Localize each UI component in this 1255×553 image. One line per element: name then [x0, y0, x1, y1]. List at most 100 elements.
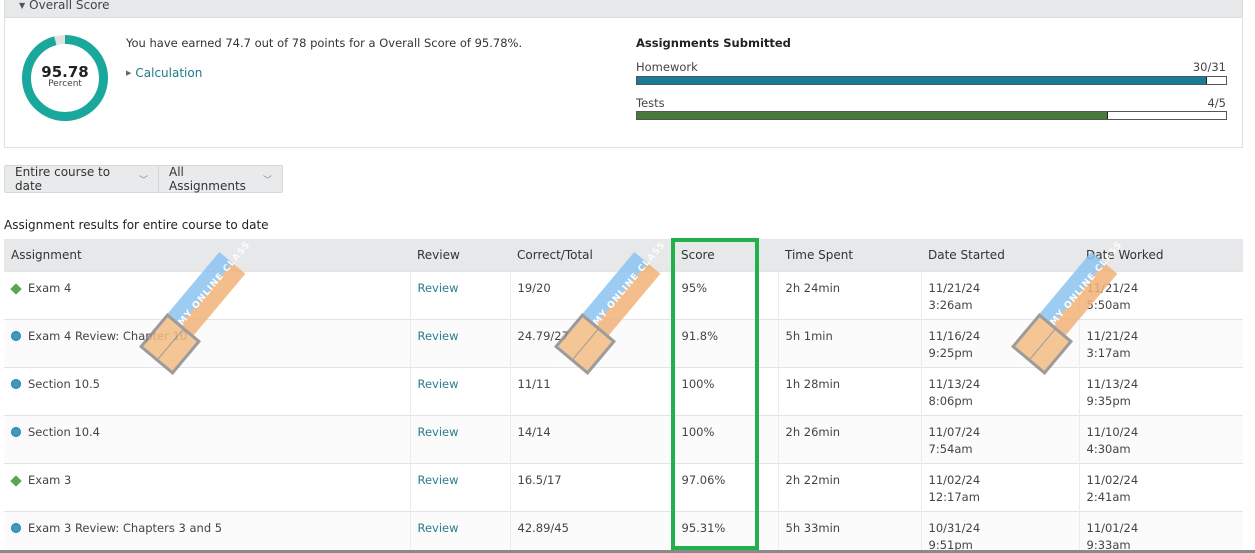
results-caption: Assignment results for entire course to … — [4, 218, 269, 232]
overall-score-header[interactable]: ▼ Overall Score — [4, 0, 1243, 18]
date-started-time: 12:17am — [928, 489, 980, 504]
date-worked-cell: 11/21/24 5:50am — [1078, 270, 1243, 319]
score-cell: 100% — [673, 366, 778, 415]
review-link[interactable]: Review — [417, 280, 459, 295]
date-started-cell: 10/31/24 9:51pm — [920, 510, 1079, 553]
date-started-date: 11/02/24 — [928, 472, 981, 487]
homework-circle-icon — [11, 330, 21, 341]
table-row: Section 10.4 Review 14/14 100% 2h 26min … — [4, 414, 1243, 463]
earned-points-text: You have earned 74.7 out of 78 points fo… — [126, 36, 523, 50]
column-header-review[interactable]: Review — [410, 239, 510, 271]
assignment-cell[interactable]: Exam 4 — [4, 270, 410, 319]
date-started-cell: 11/21/24 3:26am — [920, 270, 1079, 319]
assignment-name: Exam 4 Review: Chapter 10 — [28, 328, 188, 343]
assignment-cell[interactable]: Section 10.5 — [4, 366, 410, 415]
assignment-cell[interactable]: Section 10.4 — [4, 414, 410, 463]
date-range-value: Entire course to date — [15, 165, 111, 193]
table-row: Exam 3 Review: Chapters 3 and 5 Review 4… — [4, 510, 1243, 553]
overall-score-panel: 95.78 Percent You have earned 74.7 out o… — [4, 18, 1243, 148]
homework-circle-icon — [11, 426, 21, 437]
date-worked-time: 3:17am — [1086, 345, 1131, 360]
assignment-name: Exam 4 — [28, 280, 72, 295]
tests-progress-bar — [636, 111, 1227, 120]
date-started-time: 3:26am — [928, 297, 973, 312]
date-worked-cell: 11/01/24 9:33am — [1078, 510, 1243, 553]
date-started-cell: 11/02/24 12:17am — [920, 462, 1079, 511]
table-row: Exam 4 Review 19/20 95% 2h 24min 11/21/2… — [4, 270, 1243, 319]
date-started-time: 9:25pm — [928, 345, 973, 360]
date-started-date: 11/21/24 — [928, 280, 981, 295]
review-link[interactable]: Review — [417, 520, 459, 535]
date-worked-time: 5:50am — [1086, 297, 1131, 312]
assignment-type-value: All Assignments — [169, 165, 246, 193]
date-worked-cell: 11/02/24 2:41am — [1078, 462, 1243, 511]
assignment-cell[interactable]: Exam 3 — [4, 462, 410, 511]
column-header-date-worked[interactable]: Date Worked — [1079, 239, 1243, 271]
column-header-assignment[interactable]: Assignment — [4, 239, 410, 271]
score-cell: 95% — [673, 270, 778, 319]
assignment-cell[interactable]: Exam 4 Review: Chapter 10 — [4, 318, 410, 367]
time-spent-cell: 1h 28min — [777, 366, 921, 415]
time-spent-cell: 2h 26min — [777, 414, 921, 463]
date-started-date: 11/16/24 — [928, 328, 981, 343]
date-started-cell: 11/16/24 9:25pm — [920, 318, 1079, 367]
column-header-date-started[interactable]: Date Started — [921, 239, 1079, 271]
date-range-select[interactable]: Entire course to date ﹀ — [5, 165, 158, 193]
date-started-cell: 11/13/24 8:06pm — [920, 366, 1079, 415]
date-worked-time: 9:33am — [1086, 537, 1131, 552]
date-worked-date: 11/21/24 — [1086, 328, 1139, 343]
date-worked-time: 4:30am — [1086, 441, 1131, 456]
score-unit: Percent — [48, 79, 82, 89]
time-spent-cell: 5h 1min — [777, 318, 921, 367]
score-value: 95.78 — [41, 63, 89, 81]
date-worked-date: 11/13/24 — [1086, 376, 1139, 391]
date-started-cell: 11/07/24 7:54am — [920, 414, 1079, 463]
tests-label: Tests — [636, 96, 665, 110]
date-worked-date: 11/02/24 — [1086, 472, 1139, 487]
tests-count: 4/5 — [1207, 96, 1226, 110]
table-header-row: Assignment Review Correct/Total Score Ti… — [4, 239, 1243, 271]
column-header-correct-total[interactable]: Correct/Total — [510, 239, 674, 271]
correct-total-cell: 42.89/45 — [509, 510, 674, 553]
date-worked-time: 9:35pm — [1086, 393, 1131, 408]
homework-circle-icon — [11, 378, 21, 389]
column-header-score[interactable]: Score — [674, 239, 778, 271]
date-worked-time: 2:41am — [1086, 489, 1131, 504]
column-header-time-spent[interactable]: Time Spent — [778, 239, 921, 271]
date-started-date: 11/07/24 — [928, 424, 981, 439]
assignment-name: Section 10.4 — [28, 424, 100, 439]
correct-total-cell: 16.5/17 — [509, 462, 674, 511]
collapse-triangle-icon: ▼ — [19, 1, 26, 10]
assignment-results-table: Assignment Review Correct/Total Score Ti… — [4, 239, 1243, 553]
correct-total-cell: 19/20 — [509, 270, 674, 319]
assignment-name: Section 10.5 — [28, 376, 100, 391]
review-link[interactable]: Review — [417, 328, 459, 343]
review-link[interactable]: Review — [417, 472, 459, 487]
correct-total-cell: 14/14 — [509, 414, 674, 463]
test-diamond-icon — [10, 474, 22, 487]
assignments-submitted-title: Assignments Submitted — [636, 36, 791, 50]
homework-label: Homework — [636, 60, 698, 74]
date-worked-cell: 11/10/24 4:30am — [1078, 414, 1243, 463]
time-spent-cell: 2h 24min — [777, 270, 921, 319]
homework-circle-icon — [11, 522, 21, 533]
time-spent-cell: 5h 33min — [777, 510, 921, 553]
chevron-down-icon: ﹀ — [138, 175, 148, 186]
assignment-cell[interactable]: Exam 3 Review: Chapters 3 and 5 — [4, 510, 410, 553]
correct-total-cell: 24.79/27 — [509, 318, 674, 367]
assignment-type-select[interactable]: All Assignments ﹀ — [158, 165, 282, 193]
review-link[interactable]: Review — [417, 424, 459, 439]
score-cell: 95.31% — [673, 510, 778, 553]
time-spent-cell: 2h 22min — [777, 462, 921, 511]
calculation-link[interactable]: ▶ Calculation — [126, 66, 202, 80]
homework-progress-bar — [636, 76, 1227, 85]
review-link[interactable]: Review — [417, 376, 459, 391]
test-diamond-icon — [10, 282, 22, 295]
date-started-date: 10/31/24 — [928, 520, 981, 535]
chevron-down-icon: ﹀ — [262, 175, 272, 186]
homework-progress-fill — [637, 77, 1207, 84]
page-bottom-border — [0, 550, 1255, 553]
table-row: Exam 4 Review: Chapter 10 Review 24.79/2… — [4, 318, 1243, 367]
score-cell: 100% — [673, 414, 778, 463]
date-started-time: 9:51pm — [928, 537, 973, 552]
